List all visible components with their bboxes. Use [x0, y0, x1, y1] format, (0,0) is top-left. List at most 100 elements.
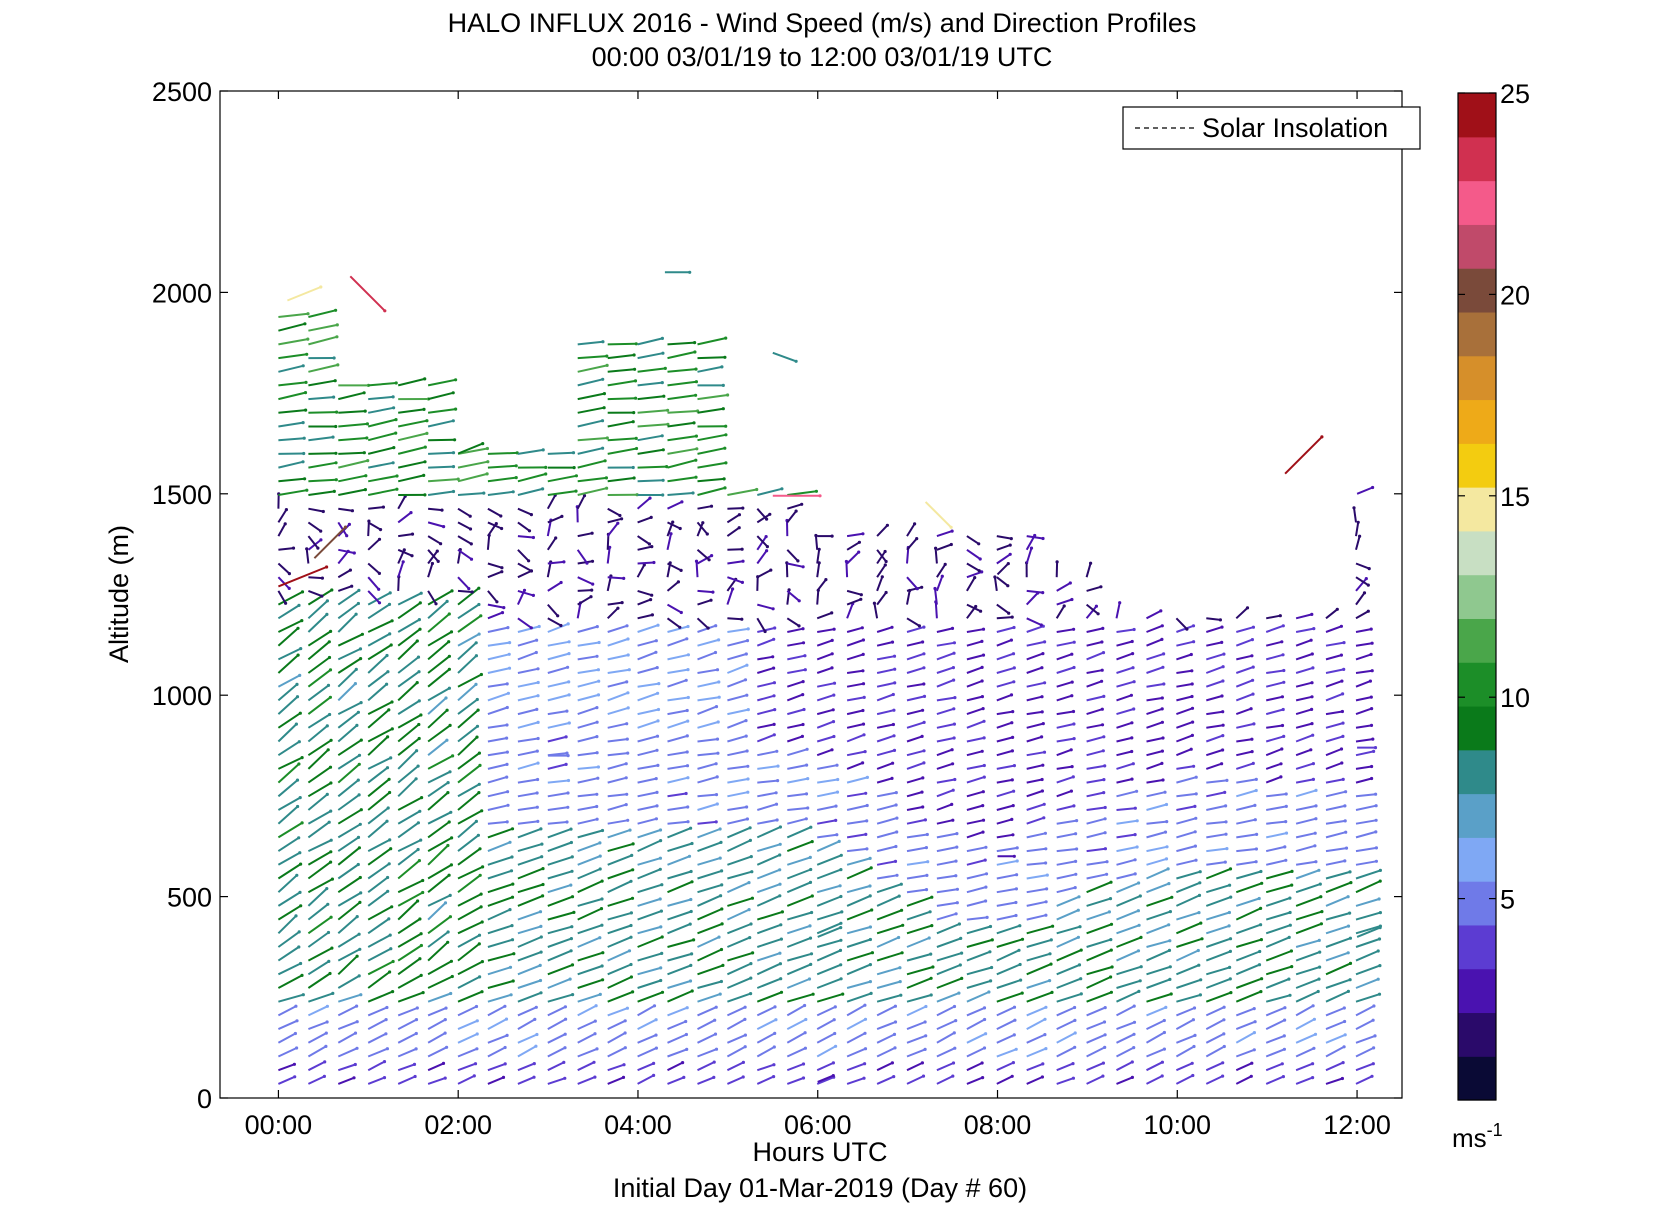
wind-vector-head [913, 522, 917, 526]
wind-vector [816, 611, 833, 620]
wind-vector-head [862, 733, 866, 737]
wind-vector-head [364, 474, 368, 478]
wind-vector-head [809, 952, 814, 956]
wind-vector [487, 1076, 504, 1085]
wind-vector [1056, 765, 1073, 770]
wind-vector-head [1008, 552, 1012, 556]
wind-vector-head [717, 638, 721, 642]
wind-vector [577, 1061, 595, 1072]
wind-vector [727, 678, 746, 688]
wind-vector [367, 990, 393, 1003]
wind-vector-head [598, 841, 602, 845]
wind-vector-head [694, 367, 698, 371]
wind-vector [1176, 859, 1197, 866]
wind-vector-head [658, 867, 662, 871]
wind-vector-head [357, 846, 361, 850]
wind-vector [607, 447, 637, 455]
wind-vector-head [924, 888, 929, 892]
wind-vector-head [694, 380, 699, 384]
wind-vector [637, 952, 662, 962]
wind-vector-head [1165, 820, 1169, 824]
wind-vector [427, 550, 439, 565]
wind-vector [936, 652, 955, 661]
wind-vector-head [509, 993, 513, 997]
wind-vector [727, 653, 747, 661]
wind-vector [427, 894, 451, 907]
wind-vector [1205, 1006, 1225, 1017]
wind-vector [846, 626, 863, 633]
wind-vector [547, 515, 563, 524]
wind-vector [577, 560, 593, 565]
wind-vector [397, 681, 418, 702]
wind-vector-head [655, 790, 659, 795]
wind-vector [277, 590, 287, 604]
wind-vector-head [566, 665, 570, 669]
wind-vector [906, 888, 927, 894]
wind-vector [1265, 695, 1283, 702]
wind-vector-head [865, 803, 869, 808]
wind-vector [367, 418, 397, 428]
wind-vector [966, 979, 991, 989]
wind-vector [607, 576, 624, 580]
wind-vector-head [865, 775, 870, 780]
wind-vector-head [477, 791, 481, 795]
wind-vector [906, 749, 925, 757]
colorbar-segment [1458, 749, 1496, 795]
wind-vector-head [1077, 963, 1082, 967]
wind-vector-head [952, 1004, 957, 1009]
wind-vector [1295, 653, 1313, 661]
wind-vector-head [367, 519, 371, 523]
wind-vector [1116, 872, 1136, 880]
wind-vector-head [1253, 803, 1257, 808]
wind-vector [368, 461, 394, 469]
wind-vector [697, 394, 728, 401]
wind-vector [1056, 723, 1075, 729]
wind-vector [787, 562, 804, 568]
wind-vector-head [1007, 611, 1011, 615]
wind-vector [1206, 641, 1222, 647]
wind-vector [427, 837, 453, 852]
wind-vector [1205, 924, 1230, 935]
wind-vector [547, 855, 573, 866]
wind-vector-head [1228, 937, 1233, 941]
wind-vector-head [980, 570, 984, 574]
wind-vector [367, 905, 393, 921]
wind-vector-head [447, 873, 451, 877]
wind-vector-head [495, 600, 499, 604]
wind-vector [756, 854, 781, 866]
wind-vector [308, 309, 336, 318]
wind-vector-sample-head [383, 309, 387, 313]
wind-vector-head [300, 619, 304, 623]
wind-vector-head [298, 796, 302, 800]
wind-vector [307, 821, 330, 839]
wind-vector-head [839, 853, 843, 857]
wind-vector [936, 1019, 957, 1031]
wind-vector-head [1346, 989, 1350, 994]
wind-vector-head [804, 817, 808, 821]
wind-vector [906, 537, 918, 551]
wind-vector-head [566, 791, 570, 795]
wind-vector-head [839, 977, 843, 981]
wind-vector [996, 693, 1012, 702]
wind-vector [667, 820, 689, 825]
wind-vector-head [1109, 975, 1113, 979]
wind-vector-head [379, 528, 383, 532]
wind-vector-head [359, 808, 363, 812]
wind-vector [367, 592, 391, 606]
wind-vector-head [692, 421, 696, 425]
wind-vector-head [717, 680, 721, 684]
colorbar-segment [1458, 268, 1496, 313]
wind-vector [1235, 977, 1262, 989]
wind-vector-head [1370, 776, 1374, 781]
wind-vector-head [480, 920, 484, 924]
wind-vector [1265, 735, 1284, 743]
wind-vector-head [410, 532, 415, 536]
wind-vector-head [564, 735, 568, 739]
wind-vector [1176, 845, 1196, 853]
wind-vector [1176, 817, 1197, 825]
wind-vector-head [476, 708, 480, 712]
wind-vector-head [929, 952, 933, 956]
wind-vector [936, 860, 957, 866]
wind-vector [906, 896, 933, 907]
wind-vector [1295, 748, 1312, 757]
